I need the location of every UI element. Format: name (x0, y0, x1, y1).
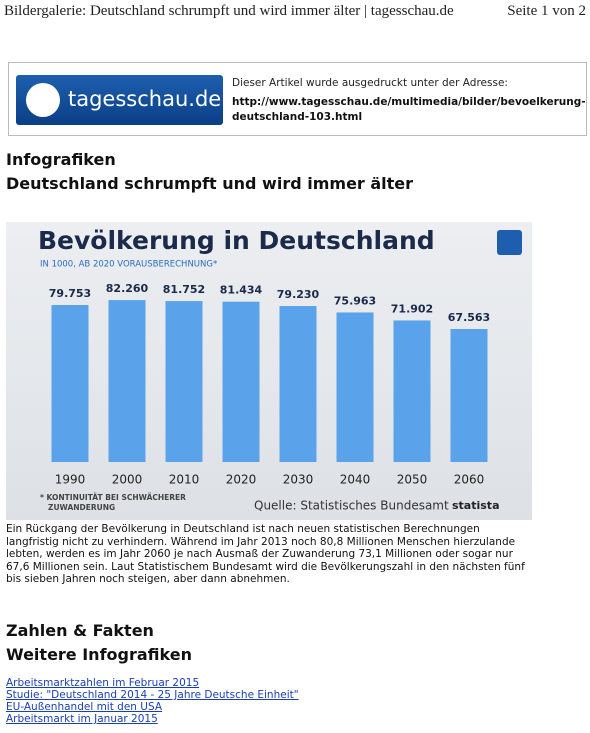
chart-title: Bevölkerung in Deutschland (38, 226, 435, 255)
value-label: 79.230 (277, 288, 320, 301)
bar (222, 301, 260, 462)
bar (165, 301, 203, 462)
chart-background (6, 222, 532, 520)
value-label: 67.563 (448, 311, 490, 324)
value-label: 81.434 (220, 284, 263, 297)
header-title: Bildergalerie: Deutschland schrumpft und… (4, 3, 454, 19)
x-tick-label: 2000 (112, 473, 143, 487)
body-text: Ein Rückgang der Bevölkerung in Deutschl… (6, 523, 525, 585)
link[interactable]: Arbeitsmarktzahlen im Februar 2015 (6, 677, 200, 689)
page-number: Seite 1 von 2 (507, 3, 586, 19)
bar (279, 306, 317, 462)
brand: statista (452, 499, 500, 512)
bar (336, 312, 374, 462)
chart-subtitle: IN 1000, AB 2020 VORAUSBERECHNUNG* (40, 260, 217, 270)
chart-logo (497, 230, 522, 255)
banner: tagesschau.de Dieser Artikel wurde ausge… (8, 62, 587, 136)
footnote: * KONTINUITÄT BEI SCHWÄCHERER (40, 493, 186, 502)
x-tick-label: 2060 (454, 473, 485, 487)
url-line: deutschland-103.html (232, 111, 363, 123)
logo: tagesschau.de (16, 75, 223, 125)
value-label: 75.963 (334, 294, 376, 307)
bar (108, 300, 146, 462)
facts-title: Zahlen & Fakten (6, 621, 154, 640)
footnote: ZUWANDERUNG (48, 503, 115, 512)
link[interactable]: Studie: "Deutschland 2014 - 25 Jahre Deu… (6, 689, 299, 701)
value-label: 81.752 (163, 283, 205, 296)
source: Quelle: Statistisches Bundesamt (254, 499, 449, 513)
link[interactable]: EU-Außenhandel mit den USA (6, 701, 163, 713)
banner-note: Dieser Artikel wurde ausgedruckt unter d… (232, 77, 508, 89)
x-tick-label: 2030 (283, 473, 314, 487)
value-label: 71.902 (391, 302, 433, 315)
section-title: Infografiken (6, 150, 116, 169)
x-tick-label: 2020 (226, 473, 257, 487)
bar (393, 320, 431, 462)
more-title: Weitere Infografiken (6, 645, 192, 664)
x-tick-label: 2040 (340, 473, 371, 487)
bar (450, 328, 488, 462)
x-tick-label: 2010 (169, 473, 200, 487)
url-line: http://www.tagesschau.de/multimedia/bild… (232, 96, 586, 108)
chart: Bevölkerung in Deutschland IN 1000, AB 2… (6, 222, 532, 520)
headline: Deutschland schrumpft und wird immer ält… (6, 174, 414, 193)
logo-icon (26, 83, 60, 117)
x-tick-label: 2050 (397, 473, 428, 487)
value-label: 82.260 (106, 282, 149, 295)
link[interactable]: Arbeitsmarkt im Januar 2015 (6, 713, 158, 725)
value-label: 79.753 (49, 287, 91, 300)
logo-text: tagesschau.de (68, 87, 222, 111)
x-tick-label: 1990 (55, 473, 86, 487)
bar (51, 305, 89, 462)
